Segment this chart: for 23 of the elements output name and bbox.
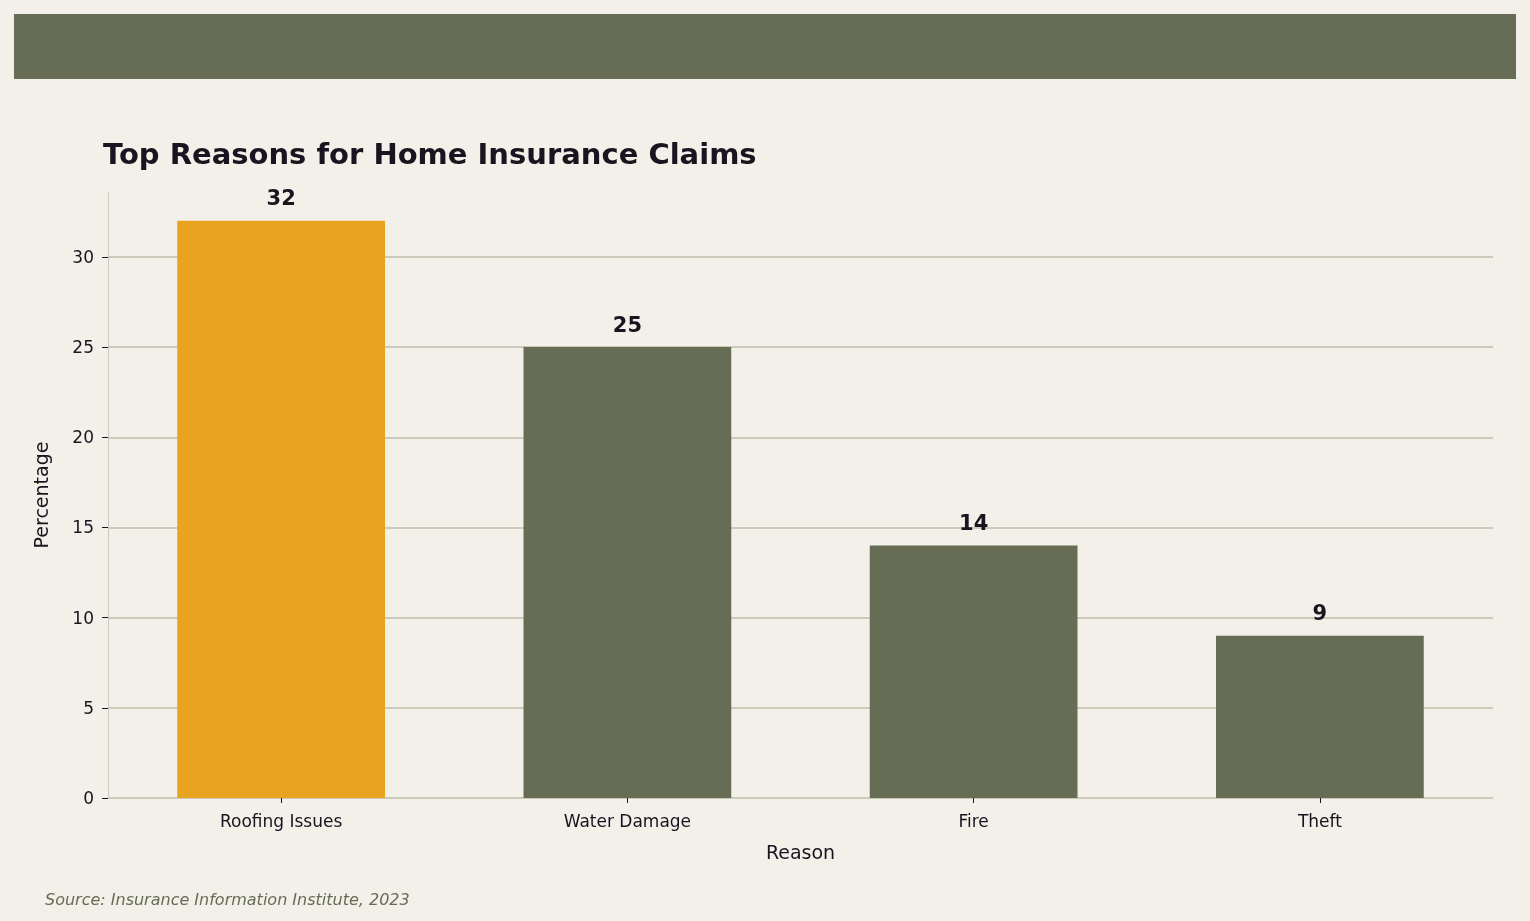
data-label: 32 [266,186,296,211]
chart-title: Top Reasons for Home Insurance Claims [103,136,757,171]
x-tick-label: Fire [958,810,989,831]
y-tick-label: 20 [72,427,94,448]
bar [177,220,385,798]
x-tick-label: Water Damage [563,810,692,831]
bar [869,545,1078,798]
bar [1216,635,1424,798]
data-label: 9 [1312,601,1328,626]
y-axis-title: Percentage [29,441,52,549]
y-tick-label: 10 [72,607,94,628]
data-label: 25 [612,312,642,337]
data-label: 14 [959,511,989,535]
source-note: Source: Insurance Information Institute, 2023 [45,889,410,909]
x-tick-label: Roofing Issues [219,810,343,831]
y-tick-label: 15 [72,517,94,538]
y-tick-label: 0 [83,788,94,808]
y-tick-label: 25 [72,337,94,358]
x-tick-label: Theft [1296,810,1343,831]
y-tick-label: 30 [72,246,94,267]
x-axis-title: Reason [765,840,836,863]
y-tick-label: 5 [83,697,94,718]
bar [523,347,732,798]
